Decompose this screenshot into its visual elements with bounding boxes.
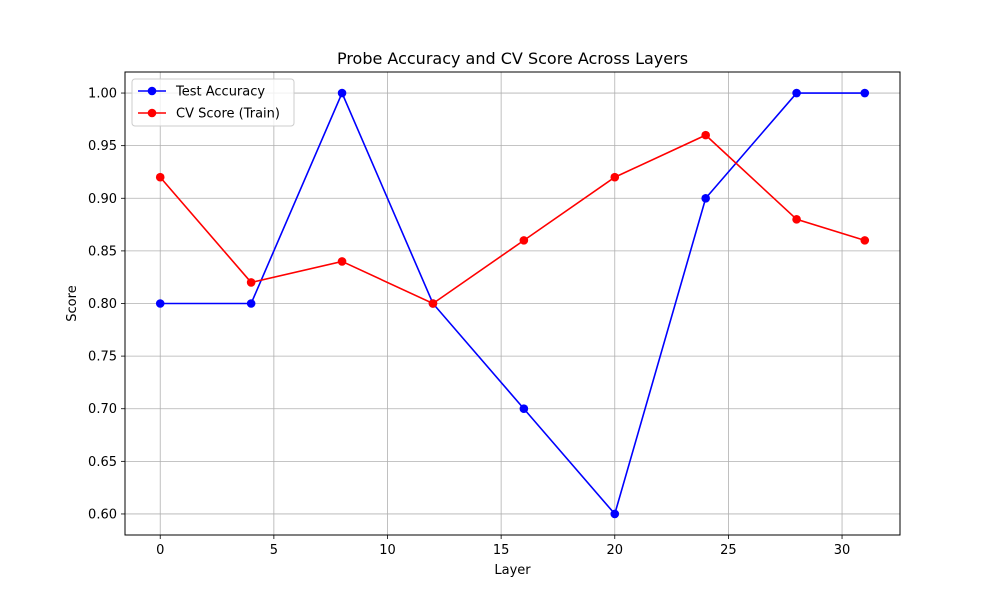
data-point	[246, 278, 256, 287]
x-tick-label: 20	[606, 543, 623, 558]
data-point	[519, 236, 529, 245]
data-point	[610, 172, 620, 182]
grid-lines	[125, 72, 900, 535]
y-tick-label: 0.95	[88, 139, 117, 154]
x-tick-label: 15	[493, 543, 510, 558]
data-point	[860, 236, 870, 245]
series-test-accuracy	[155, 88, 870, 519]
series-cv-score	[155, 130, 870, 308]
y-axis-label: Score	[65, 285, 80, 321]
data-point	[792, 215, 801, 224]
data-point	[519, 404, 529, 414]
y-tick-label: 0.90	[88, 192, 117, 207]
y-tick-label: 0.65	[88, 455, 117, 470]
legend: Test Accuracy CV Score (Train)	[131, 78, 295, 127]
data-point	[155, 299, 165, 308]
data-point	[428, 299, 438, 308]
legend-label: CV Score (Train)	[176, 107, 280, 122]
y-tick-label: 0.60	[88, 507, 117, 522]
y-tick-label: 1.00	[88, 87, 117, 102]
legend-label: Test Accuracy	[175, 85, 265, 100]
legend-marker	[147, 86, 157, 96]
data-point	[337, 257, 347, 266]
data-point	[610, 509, 620, 519]
x-tick-label: 0	[156, 543, 164, 558]
chart-title: Probe Accuracy and CV Score Across Layer…	[337, 49, 688, 68]
legend-item: CV Score (Train)	[138, 107, 280, 122]
x-tick-label: 10	[379, 543, 396, 558]
y-axis-ticks: 0.60 0.65 0.70 0.75 0.80 0.85 0.90 0.95 1.00	[88, 87, 125, 522]
y-tick-label: 0.75	[88, 350, 117, 365]
data-point	[246, 299, 256, 308]
data-point	[701, 193, 710, 203]
data-point	[792, 88, 801, 98]
legend-item: Test Accuracy	[138, 85, 265, 100]
series-group	[155, 88, 870, 519]
x-tick-label: 30	[834, 543, 851, 558]
x-axis-ticks: 0 5 10 15 20 25 30	[156, 535, 850, 558]
data-point	[337, 88, 347, 98]
y-tick-label: 0.70	[88, 402, 117, 417]
data-point	[701, 130, 710, 140]
y-tick-label: 0.80	[88, 297, 117, 312]
data-point	[155, 172, 165, 182]
plot-frame	[124, 71, 901, 536]
y-tick-label: 0.85	[88, 244, 117, 259]
x-tick-label: 25	[720, 543, 737, 558]
x-tick-label: 5	[270, 543, 278, 558]
legend-marker	[147, 108, 157, 118]
legend-box	[131, 78, 295, 127]
x-axis-label: Layer	[494, 563, 531, 578]
data-point	[860, 88, 870, 98]
